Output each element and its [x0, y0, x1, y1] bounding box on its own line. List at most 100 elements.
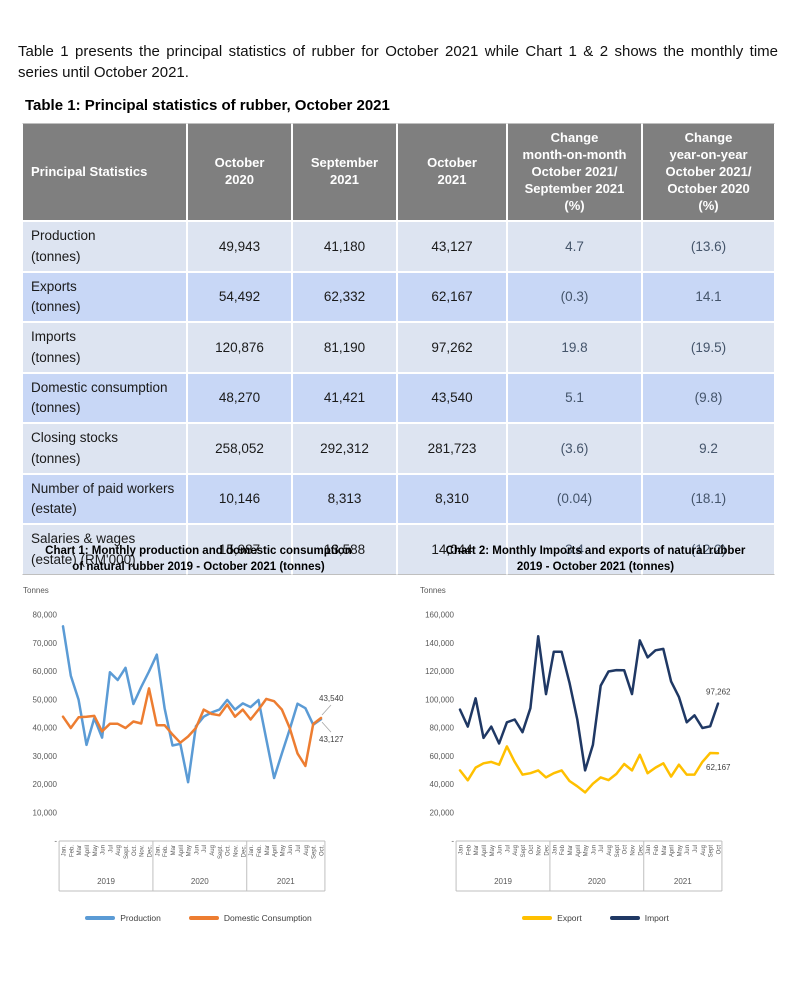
svg-text:Mar: Mar: [661, 845, 667, 855]
svg-text:Jul: Jul: [108, 845, 114, 853]
svg-text:Jun: Jun: [591, 845, 597, 855]
svg-text:Sept: Sept: [614, 845, 620, 858]
svg-text:40,000: 40,000: [32, 724, 57, 733]
svg-text:May: May: [583, 845, 589, 856]
svg-text:60,000: 60,000: [32, 667, 57, 676]
svg-text:Oct: Oct: [716, 845, 722, 855]
chart-2-legend: Export Import: [522, 913, 669, 923]
table-row: Domestic consumption (tonnes) 48,270 41,42…: [22, 372, 775, 424]
svg-text:Feb: Feb: [560, 844, 566, 855]
svg-text:Aug: Aug: [700, 845, 706, 856]
table-header-cell: Principal Statistics: [22, 123, 187, 222]
cell-value: 41,421: [292, 372, 397, 424]
svg-text:Jun: Jun: [288, 845, 294, 855]
svg-text:Nov: Nov: [630, 845, 636, 856]
svg-text:Jun: Jun: [497, 845, 503, 855]
svg-text:Aug: Aug: [303, 845, 309, 856]
cell-value: 97,262: [397, 322, 507, 373]
cell-value: 14.1: [642, 271, 775, 323]
cell-value: (9.8): [642, 372, 775, 424]
legend-label: Import: [644, 913, 669, 924]
svg-text:60,000: 60,000: [429, 752, 454, 761]
svg-text:Jul: Jul: [599, 845, 605, 853]
svg-text:Jun: Jun: [194, 845, 200, 855]
legend-line-swatch: [609, 916, 640, 921]
cell-value: 258,052: [187, 423, 292, 474]
svg-text:Mar: Mar: [474, 845, 480, 855]
legend-item: Domestic Consumption: [188, 913, 312, 924]
legend-label: Production: [120, 913, 161, 924]
svg-text:120,000: 120,000: [425, 667, 454, 676]
chart-1-title: Chart 1: Monthly production and domestic…: [45, 545, 352, 573]
cell-value: 43,540: [397, 372, 507, 424]
chart-2-title: Chart 2: Monthly Imports and exports of …: [445, 545, 746, 573]
svg-text:2021: 2021: [276, 877, 294, 886]
cell-value: 5.1: [507, 372, 642, 424]
svg-text:Oct.: Oct.: [319, 845, 325, 856]
svg-text:Mar: Mar: [567, 845, 573, 855]
chart-2-panel: Chart 2: Monthly Imports and exports of …: [397, 538, 794, 923]
svg-text:80,000: 80,000: [32, 611, 57, 620]
svg-text:Feb.: Feb.: [69, 845, 75, 857]
cell-value: 81,190: [292, 322, 397, 373]
svg-text:Dec: Dec: [544, 845, 550, 856]
row-label: Salaries & wages (estate) (RM'000): [22, 524, 187, 575]
cell-value: (19.5): [642, 322, 775, 373]
cell-value: 281,723: [397, 423, 507, 474]
svg-text:Aug: Aug: [116, 845, 122, 856]
cell-value: 9.2: [642, 423, 775, 474]
legend-label: Export: [557, 913, 582, 924]
cell-value: 54,492: [187, 271, 292, 323]
svg-text:80,000: 80,000: [429, 724, 454, 733]
legend-label: Domestic Consumption: [223, 913, 312, 924]
table-row: Closing stocks (tonnes) 258,052 292,312 281…: [22, 423, 775, 474]
row-label: Imports (tonnes): [22, 322, 187, 373]
intro-text: Table 1 presents the principal statistic…: [18, 43, 778, 81]
svg-text:Aug: Aug: [513, 845, 519, 856]
svg-text:Jul: Jul: [505, 845, 511, 853]
cell-value: (0.04): [507, 473, 642, 525]
svg-text:40,000: 40,000: [429, 780, 454, 789]
svg-text:May: May: [677, 845, 683, 856]
cell-value: 41,180: [292, 221, 397, 272]
svg-text:97,262: 97,262: [706, 688, 731, 697]
cell-value: 4.7: [507, 221, 642, 272]
svg-text:Mar: Mar: [77, 845, 83, 855]
cell-value: 10,146: [187, 473, 292, 525]
svg-text:Tonnes: Tonnes: [420, 586, 446, 595]
row-label: Number of paid workers (estate): [22, 473, 187, 525]
svg-text:Dec.: Dec.: [147, 845, 153, 858]
svg-text:Oct: Oct: [528, 845, 534, 855]
svg-text:-: -: [54, 837, 57, 846]
svg-text:May: May: [92, 845, 98, 856]
table-header-cell: Change year-on-year October 2021/ Octobe…: [642, 123, 775, 222]
svg-text:Tonnes: Tonnes: [23, 586, 49, 595]
table-row: Exports (tonnes) 54,492 62,332 62,167 (0.3) 1…: [22, 271, 775, 323]
svg-text:April: April: [669, 845, 675, 857]
svg-text:Jul: Jul: [202, 845, 208, 853]
svg-text:Oct.: Oct.: [225, 845, 231, 856]
svg-text:Mar: Mar: [170, 845, 176, 855]
svg-text:43,127: 43,127: [319, 735, 344, 744]
table-header-cell: October 2021: [397, 123, 507, 222]
svg-text:Nov.: Nov.: [233, 845, 239, 857]
cell-value: 48,270: [187, 372, 292, 424]
svg-text:50,000: 50,000: [32, 695, 57, 704]
cell-value: 19.8: [507, 322, 642, 373]
svg-text:Feb: Feb: [653, 844, 659, 855]
cell-value: (0.3): [507, 271, 642, 323]
svg-text:Jan.: Jan.: [155, 845, 161, 857]
svg-text:140,000: 140,000: [425, 639, 454, 648]
row-label: Domestic consumption (tonnes): [22, 372, 187, 424]
svg-text:April: April: [575, 845, 581, 857]
table-header-cell: October 2020: [187, 123, 292, 222]
cell-value: (18.1): [642, 473, 775, 525]
table-row: Imports (tonnes) 120,876 81,190 97,262 19.8(…: [22, 322, 775, 373]
legend-line-swatch: [85, 916, 116, 921]
svg-text:160,000: 160,000: [425, 611, 454, 620]
row-label: Production (tonnes): [22, 221, 187, 272]
cell-value: 13,588: [292, 524, 397, 575]
cell-value: 120,876: [187, 322, 292, 373]
svg-text:-: -: [451, 837, 454, 846]
cell-value: 62,167: [397, 271, 507, 323]
